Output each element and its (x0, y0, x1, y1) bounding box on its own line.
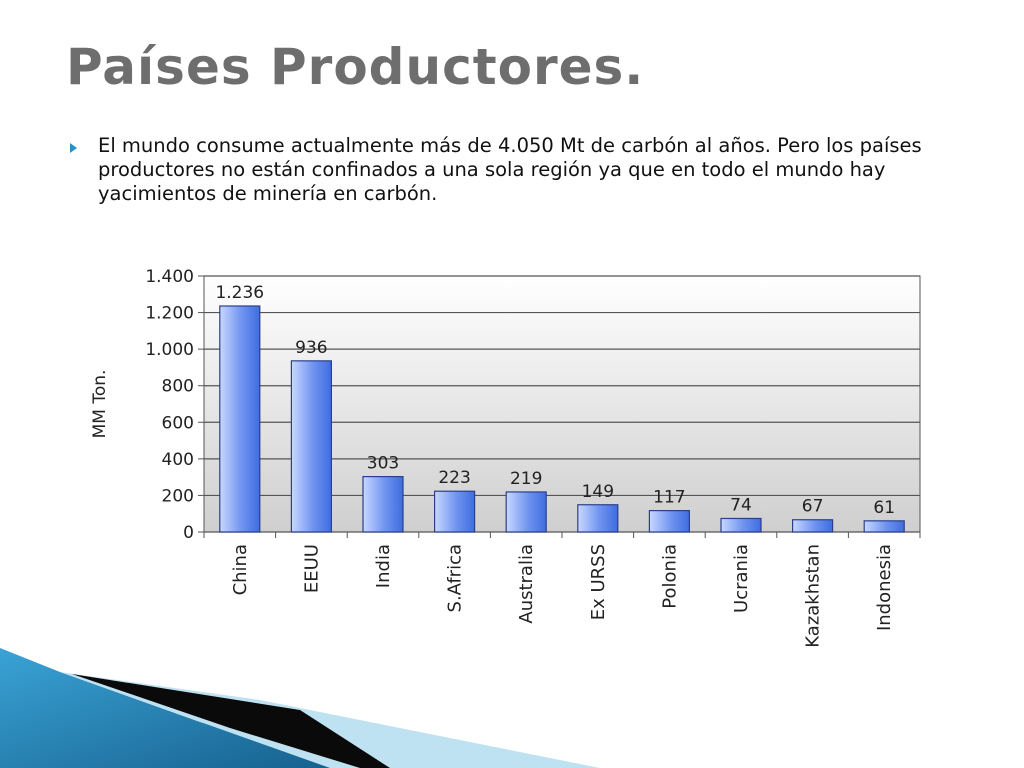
bar-chart: 0 200 400 600 800 1.000 1.200 1.400 1.236 936 303… (90, 267, 921, 648)
y-tick-label: 1.400 (145, 267, 194, 287)
x-tick-label: India (373, 544, 394, 588)
bar-value-label: 936 (295, 338, 327, 358)
x-tick-label: China (230, 544, 251, 595)
decor-black-stroke (72, 674, 390, 768)
x-tick-label: Ex URSS (588, 544, 609, 620)
bar-kazakhstan (791, 519, 834, 533)
bar-polonia (648, 510, 691, 533)
x-tick-label: Australia (516, 544, 537, 624)
bar-indonesia (863, 520, 905, 533)
y-tick-label: 1.000 (145, 340, 194, 360)
y-axis-label: MM Ton. (90, 370, 110, 439)
decor-blue-wave (0, 648, 360, 768)
bar-value-label: 219 (510, 469, 542, 489)
triangle-bullet-icon (70, 143, 77, 153)
slide-title: Países Productores. (66, 38, 645, 96)
y-tick-label: 1.200 (145, 304, 194, 324)
x-tick-label: Ucrania (731, 544, 752, 613)
bar-value-label: 67 (802, 497, 824, 517)
x-tick-label: EEUU (301, 544, 322, 593)
bullet-item: El mundo consume actualmente más de 4.05… (66, 134, 926, 206)
y-tick-label: 400 (162, 450, 194, 470)
bar-value-label: 303 (367, 454, 399, 474)
bar-ex-urss (577, 504, 619, 533)
x-tick-label: Kazakhstan (803, 544, 824, 648)
x-tick-label: Indonesia (874, 544, 895, 631)
bar-s-africa (434, 490, 476, 533)
y-tick-label: 200 (162, 486, 194, 506)
bar-ucrania (720, 517, 762, 533)
x-tick-label: S.Africa (445, 544, 466, 612)
bar-value-label: 223 (438, 468, 470, 488)
bar-value-label: 117 (653, 488, 685, 508)
bar-value-label: 149 (582, 482, 614, 502)
y-tick-label: 600 (162, 413, 194, 433)
bar-value-label: 1.236 (215, 283, 264, 303)
bar-india (362, 475, 404, 533)
bar-australia (505, 491, 547, 533)
y-tick-label: 800 (162, 377, 194, 397)
bar-china (219, 305, 261, 533)
bar-value-label: 61 (873, 498, 895, 518)
bullet-text: El mundo consume actualmente más de 4.05… (98, 134, 922, 205)
decorative-wave (0, 648, 600, 768)
y-tick-label: 0 (183, 523, 194, 543)
bar-value-label: 74 (730, 495, 752, 515)
x-tick-label: Polonia (659, 544, 680, 609)
bar-eeuu (290, 360, 332, 533)
